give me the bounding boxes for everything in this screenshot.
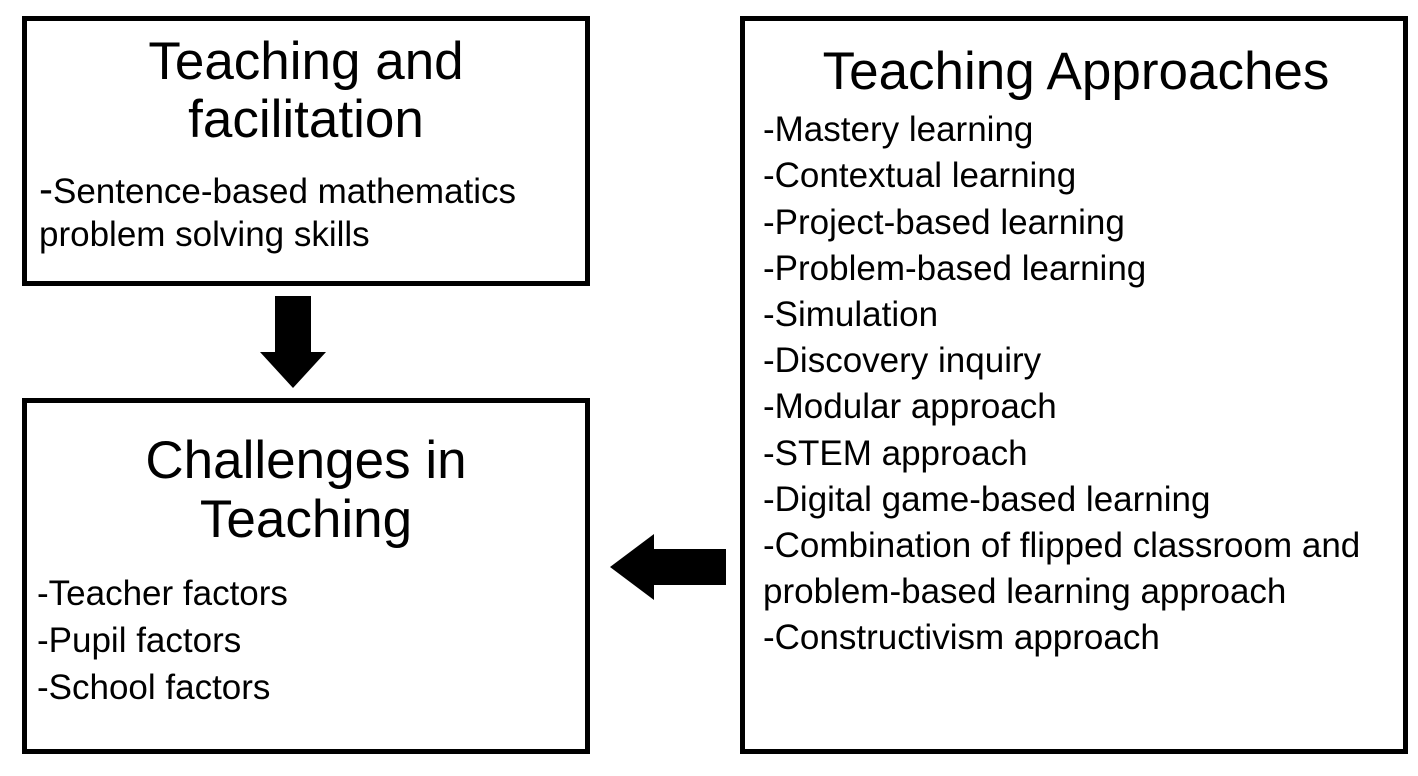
list-item-text: STEM approach	[775, 434, 1028, 473]
list-item: -Digital game-based learning	[763, 477, 1389, 523]
list-item-text: Teacher factors	[49, 574, 288, 613]
list-item-text: Combination of flipped classroom and pro…	[763, 526, 1360, 611]
list-item-text: Simulation	[775, 295, 938, 334]
list-item: -Teacher factors	[37, 570, 575, 617]
list-item-text: Constructivism approach	[775, 618, 1160, 657]
node-title: Teaching Approaches	[763, 43, 1389, 101]
list-item-text: School factors	[49, 668, 271, 707]
list-item: -Combination of flipped classroom and pr…	[763, 523, 1389, 615]
list-item: -Pupil factors	[37, 617, 575, 664]
list-item-text: Mastery learning	[775, 110, 1034, 149]
list-item: -Simulation	[763, 292, 1389, 338]
diagram-canvas: Teaching and facilitation -Sentence-base…	[0, 0, 1418, 776]
list-item-text: Sentence-based mathematics problem solvi…	[39, 172, 516, 254]
list-item: -Mastery learning	[763, 107, 1389, 153]
list-item: -Constructivism approach	[763, 615, 1389, 661]
node-title: Challenges in Teaching	[37, 431, 575, 550]
list-item-text: Project-based learning	[775, 203, 1125, 242]
list-item: -School factors	[37, 664, 575, 711]
list-item: -Project-based learning	[763, 200, 1389, 246]
node-teaching-facilitation: Teaching and facilitation -Sentence-base…	[22, 16, 590, 286]
list-item: -Problem-based learning	[763, 246, 1389, 292]
list-item: -Contextual learning	[763, 153, 1389, 199]
node-approaches: Teaching Approaches -Mastery learning -C…	[740, 16, 1408, 754]
node-challenges: Challenges in Teaching -Teacher factors …	[22, 398, 590, 754]
node-title: Teaching and facilitation	[39, 33, 573, 150]
list-item: -STEM approach	[763, 431, 1389, 477]
list-item: -Modular approach	[763, 384, 1389, 430]
arrow-down	[260, 296, 326, 388]
list-item-text: Contextual learning	[775, 156, 1077, 195]
list-item-text: Discovery inquiry	[775, 341, 1041, 380]
bullet-dash: -	[39, 165, 53, 212]
list-item: -Sentence-based mathematics problem solv…	[39, 164, 573, 256]
list-item: -Discovery inquiry	[763, 338, 1389, 384]
list-item-text: Modular approach	[775, 387, 1057, 426]
list-item-text: Pupil factors	[49, 621, 242, 660]
list-item-text: Problem-based learning	[775, 249, 1147, 288]
arrow-left	[610, 534, 726, 600]
list-item-text: Digital game-based learning	[775, 480, 1211, 519]
